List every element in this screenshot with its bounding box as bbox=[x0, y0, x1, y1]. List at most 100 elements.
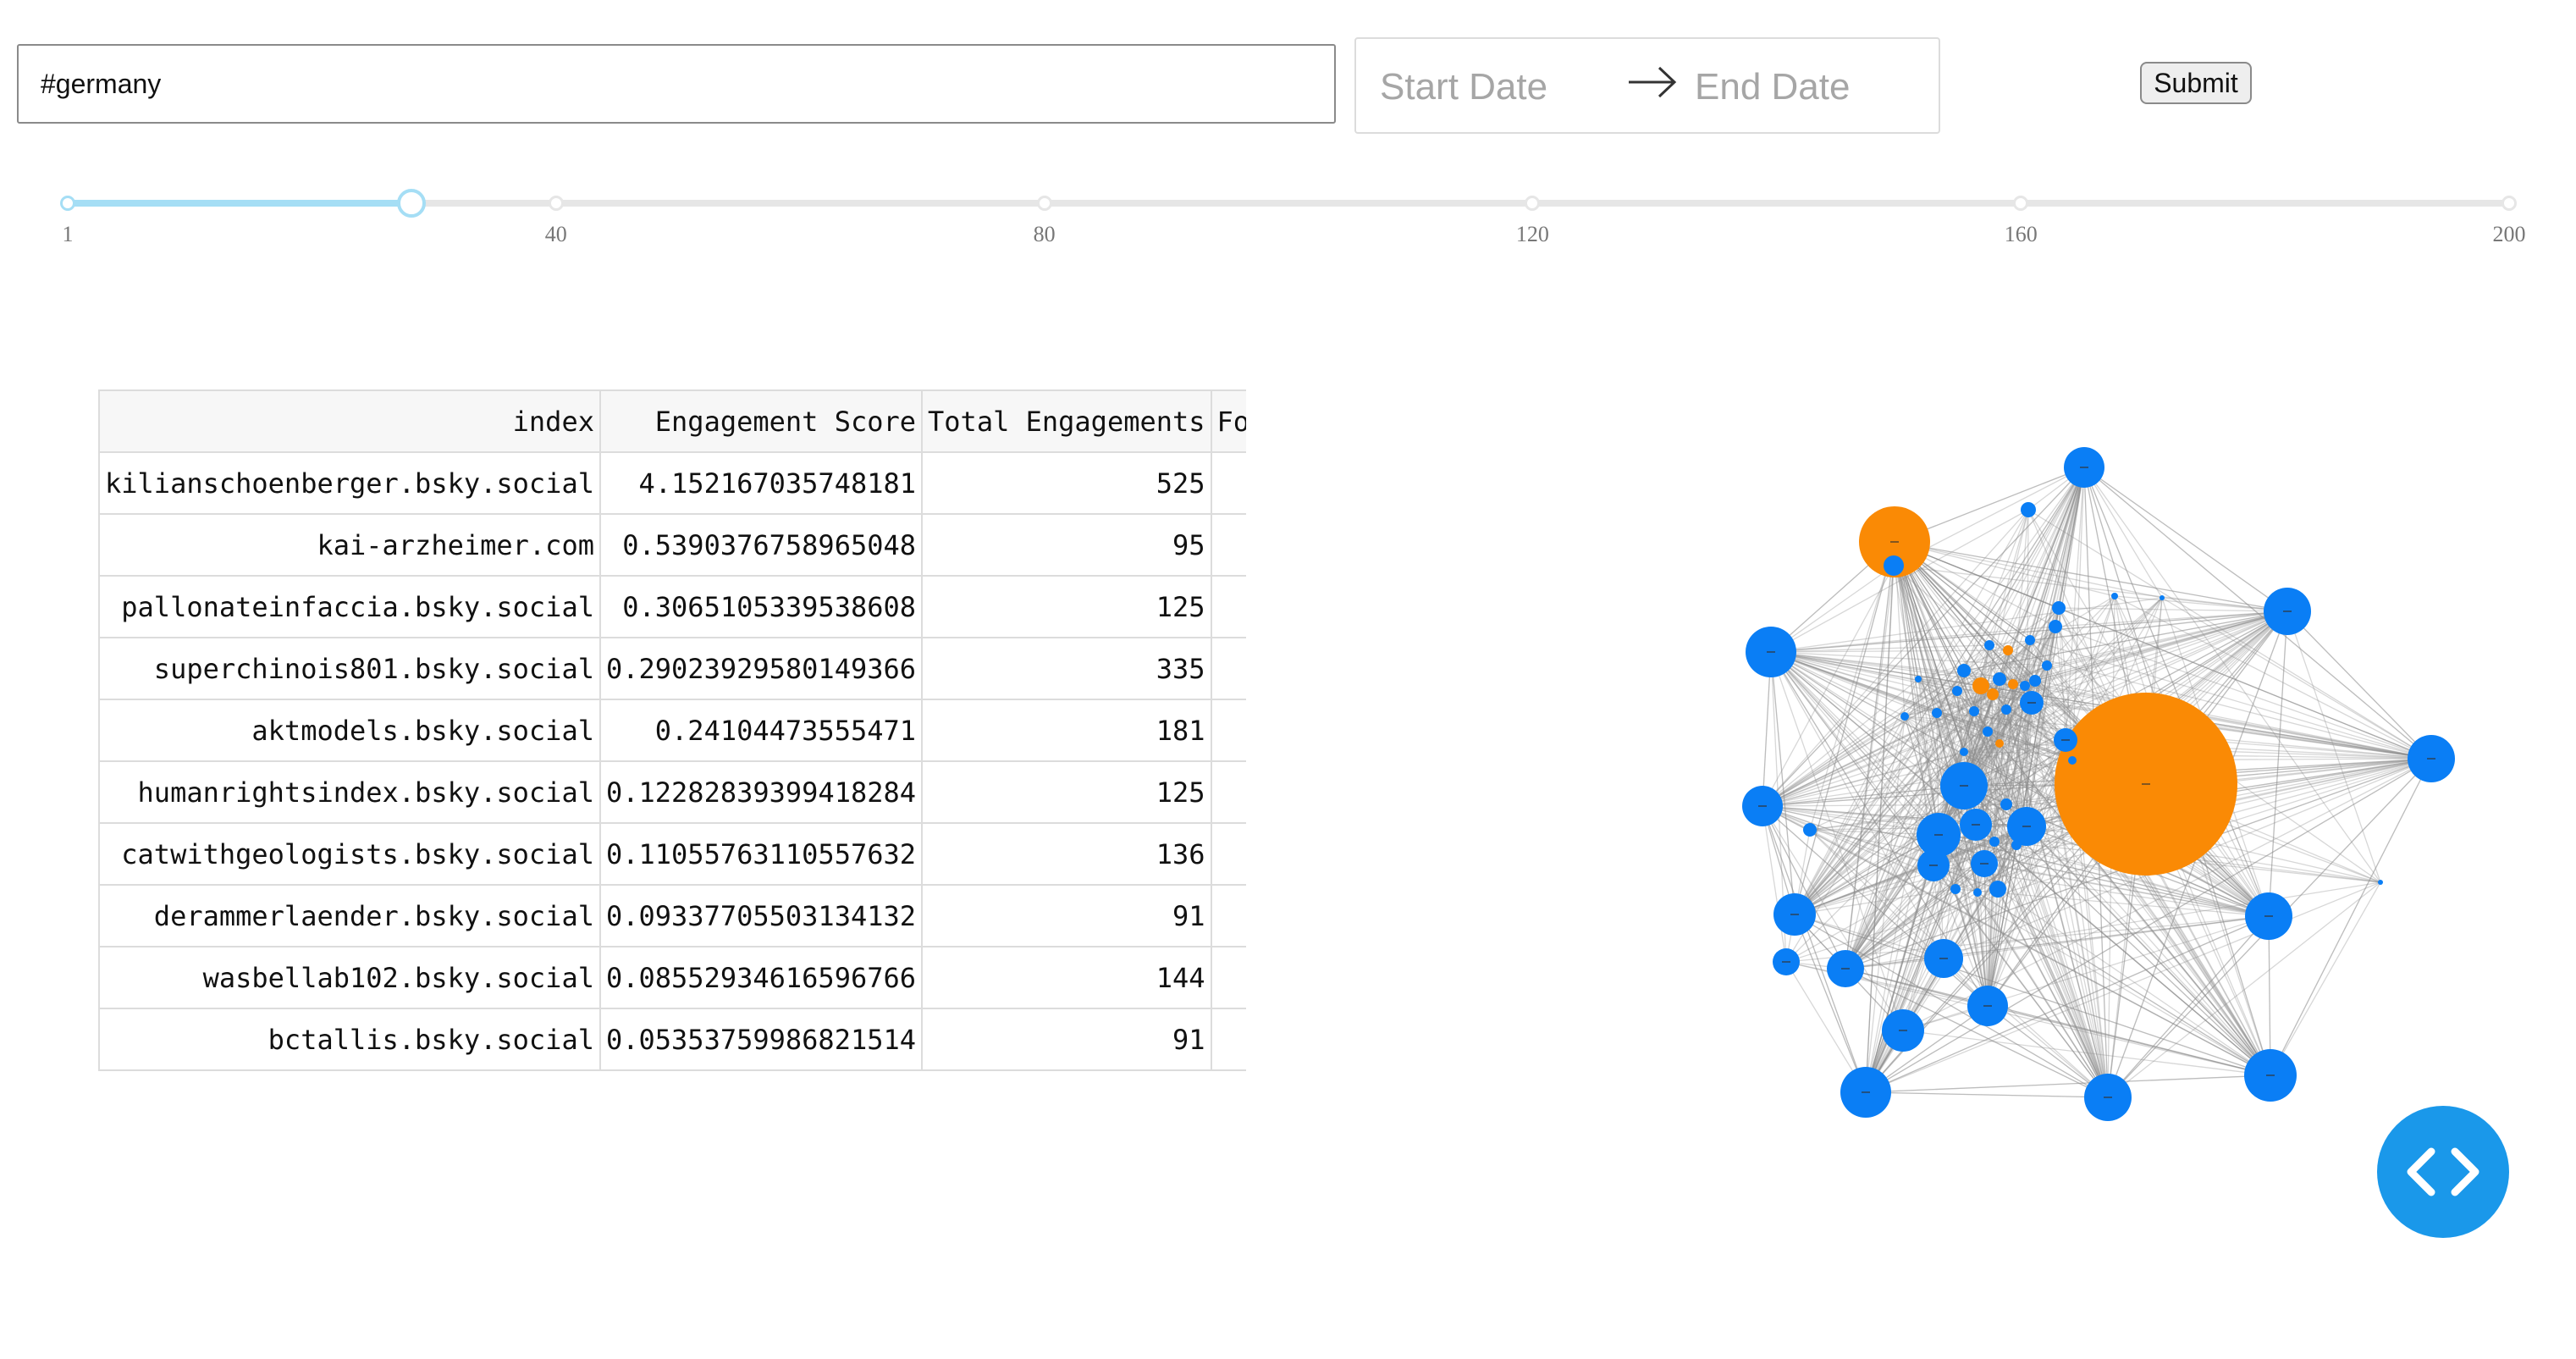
graph-edge bbox=[1794, 826, 2027, 915]
graph-node[interactable] bbox=[2021, 502, 2036, 517]
graph-edge bbox=[1973, 710, 2109, 1098]
slider-mark-dot[interactable] bbox=[2502, 196, 2517, 211]
graph-node[interactable] bbox=[1993, 672, 2006, 686]
graph-edge bbox=[1794, 509, 2029, 915]
cell-index: catwithgeologists.bsky.social bbox=[98, 822, 601, 886]
graph-node[interactable] bbox=[1972, 677, 1989, 694]
slider-mark-dot[interactable] bbox=[548, 196, 564, 211]
graph-edge bbox=[1809, 829, 2270, 917]
graph-edge bbox=[1997, 888, 2109, 1098]
graph-node[interactable] bbox=[1973, 888, 1982, 897]
graph-edge bbox=[2026, 467, 2085, 827]
graph-edge bbox=[1894, 541, 2288, 612]
graph-node[interactable] bbox=[1989, 881, 2006, 898]
slider-rail[interactable] bbox=[68, 200, 2509, 207]
graph-node[interactable] bbox=[1984, 640, 1994, 650]
column-header-index: index bbox=[98, 389, 601, 453]
graph-node[interactable] bbox=[2008, 679, 2018, 689]
graph-node[interactable] bbox=[2029, 675, 2041, 687]
graph-edge bbox=[1963, 680, 2036, 753]
graph-node[interactable] bbox=[2378, 880, 2383, 885]
graph-node[interactable] bbox=[2052, 601, 2066, 615]
graph-edge bbox=[1893, 565, 2027, 827]
graph-edge bbox=[1987, 804, 2007, 1007]
slider-mark-dot[interactable] bbox=[60, 196, 75, 211]
graph-node[interactable] bbox=[2042, 660, 2052, 671]
graph-edge bbox=[1762, 805, 1787, 963]
code-toggle-button[interactable] bbox=[2377, 1106, 2509, 1238]
graph-edge bbox=[2005, 709, 2109, 1098]
cell-total-engagements: 144 bbox=[921, 946, 1212, 1009]
graph-node[interactable] bbox=[1884, 555, 1904, 576]
graph-edge bbox=[1894, 541, 1934, 866]
graph-edge bbox=[2026, 595, 2115, 827]
graph-node[interactable] bbox=[1915, 676, 1922, 682]
graph-edge bbox=[1845, 541, 1895, 970]
search-input[interactable] bbox=[17, 44, 1336, 124]
date-range-picker[interactable]: Start Date End Date bbox=[1354, 37, 1940, 134]
network-graph[interactable] bbox=[1659, 415, 2472, 1126]
graph-edge bbox=[1865, 824, 1977, 1093]
graph-node[interactable] bbox=[1987, 688, 1999, 700]
graph-node[interactable] bbox=[2160, 595, 2165, 600]
graph-node[interactable] bbox=[1803, 823, 1817, 837]
graph-edge bbox=[1865, 610, 2288, 1093]
engagement-table: index Engagement Score Total Engagements… bbox=[98, 389, 1246, 1072]
graph-node[interactable] bbox=[1983, 726, 1993, 737]
graph-node[interactable] bbox=[2068, 756, 2077, 765]
graph-node[interactable] bbox=[2020, 681, 2030, 691]
graph-node[interactable] bbox=[1957, 664, 1971, 677]
table-row: bctallis.bsky.social 0.05353759986821514 9… bbox=[98, 1008, 1246, 1071]
slider-mark-dot[interactable] bbox=[1036, 196, 1052, 211]
column-header-engagement-score: Engagement Score bbox=[598, 389, 924, 453]
submit-button[interactable]: Submit bbox=[2140, 62, 2252, 104]
graph-node[interactable] bbox=[1950, 884, 1961, 894]
graph-node[interactable] bbox=[1952, 686, 1962, 696]
graph-edge bbox=[1845, 915, 2270, 970]
graph-edge bbox=[1999, 743, 2271, 1076]
graph-node[interactable] bbox=[1989, 837, 2000, 847]
graph-node[interactable] bbox=[2011, 840, 2022, 850]
cell-engagement-score: 0.3065105339538608 bbox=[598, 575, 924, 638]
cell-followers bbox=[1210, 637, 1246, 700]
graph-edge bbox=[1770, 649, 2009, 653]
graph-node[interactable] bbox=[1900, 712, 1909, 721]
graph-node[interactable] bbox=[1995, 739, 2004, 748]
graph-edge bbox=[1770, 651, 1939, 836]
slider-mark-dot[interactable] bbox=[1525, 196, 1541, 211]
cell-total-engagements: 136 bbox=[921, 822, 1212, 886]
graph-node[interactable] bbox=[2049, 620, 2062, 633]
graph-edge bbox=[1770, 651, 2036, 682]
slider-handle[interactable] bbox=[397, 189, 426, 218]
table-row: pallonateinfaccia.bsky.social 0.306510533… bbox=[98, 575, 1246, 638]
graph-edge bbox=[1770, 651, 2271, 1076]
graph-edge bbox=[1770, 651, 2073, 761]
start-date-field[interactable]: Start Date bbox=[1380, 66, 1548, 108]
graph-node[interactable] bbox=[2111, 593, 2118, 599]
cell-index: bctallis.bsky.social bbox=[98, 1008, 601, 1071]
end-date-field[interactable]: End Date bbox=[1695, 66, 1851, 108]
graph-edge bbox=[1762, 639, 2031, 807]
graph-node[interactable] bbox=[1960, 748, 1968, 756]
graph-edge bbox=[2005, 639, 2031, 710]
graph-node[interactable] bbox=[1969, 706, 1979, 716]
graph-edge bbox=[2268, 915, 2271, 1076]
graph-edge bbox=[1865, 1091, 2109, 1098]
code-brackets-icon bbox=[2407, 1147, 2479, 1196]
graph-node[interactable] bbox=[2025, 635, 2035, 645]
graph-edge bbox=[1785, 961, 1867, 1093]
graph-node[interactable] bbox=[2000, 798, 2012, 810]
cell-index: wasbellab102.bsky.social bbox=[98, 946, 601, 1009]
slider-mark-dot[interactable] bbox=[2013, 196, 2029, 211]
graph-edge bbox=[1770, 651, 2271, 1076]
graph-edge bbox=[1997, 888, 2271, 1076]
graph-node[interactable] bbox=[1932, 708, 1942, 718]
graph-node[interactable] bbox=[2001, 704, 2011, 715]
slider-mark-label: 200 bbox=[2492, 222, 2526, 246]
graph-node[interactable] bbox=[2003, 645, 2013, 655]
graph-edge bbox=[1794, 865, 1934, 915]
graph-edge bbox=[2046, 610, 2288, 666]
graph-edge bbox=[1963, 670, 2271, 1076]
graph-edge bbox=[1980, 467, 2085, 687]
top-n-slider[interactable]: 1 40 80 120 160 200 bbox=[0, 169, 2576, 271]
